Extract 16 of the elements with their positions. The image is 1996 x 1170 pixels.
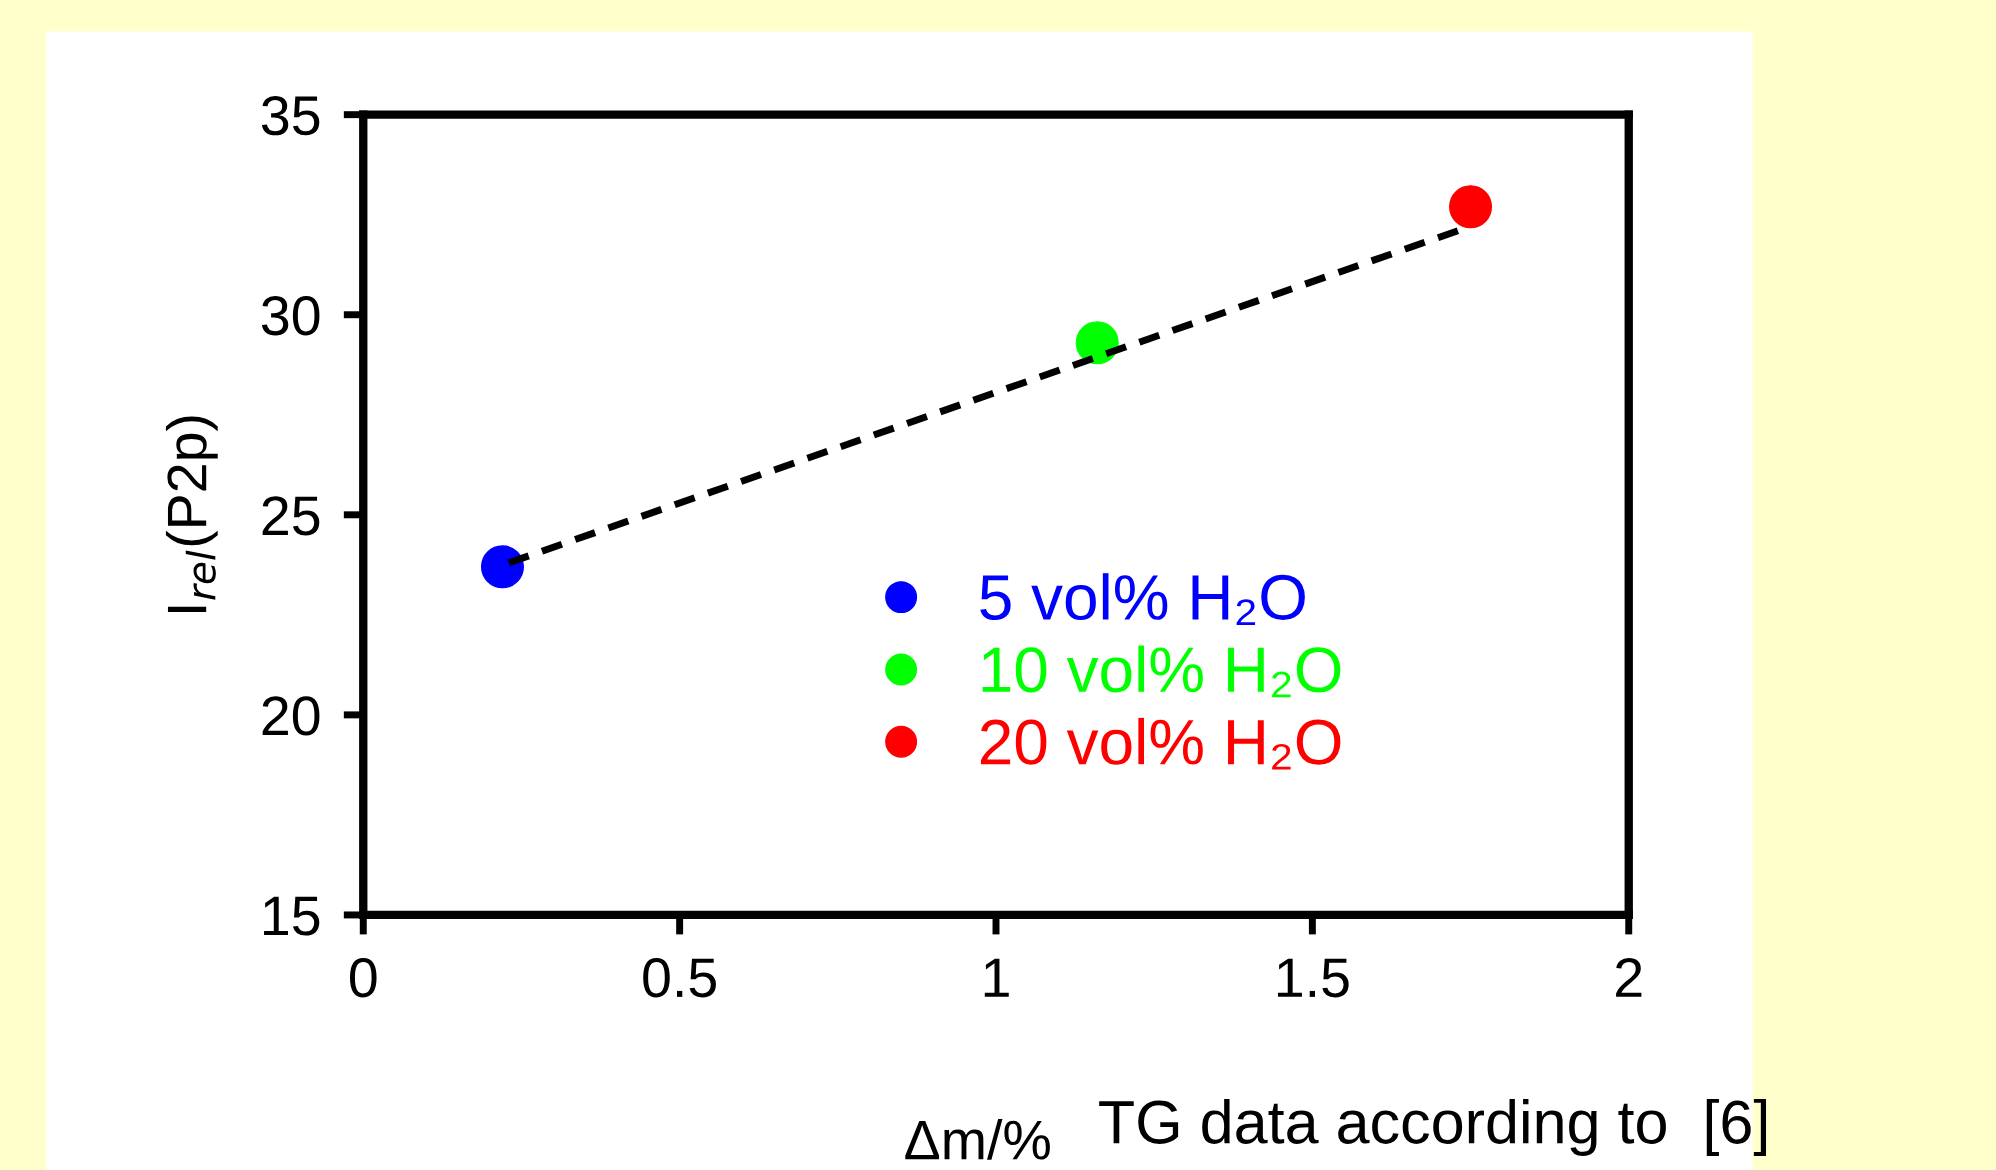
y-tick-label: 25 <box>262 496 320 536</box>
y-tick-label: 20 <box>262 696 320 736</box>
y-axis-title: I$_{rel}$(P2p) <box>165 416 218 612</box>
y-tick-label: 15 <box>264 896 320 936</box>
x-tick-label: 0 <box>350 958 377 998</box>
x-tick-label: 0.5 <box>643 958 716 998</box>
legend-label: 20 vol% H₂O <box>981 717 1341 770</box>
legend-label: 5 vol% H₂O <box>980 573 1305 625</box>
y-tick-label: 30 <box>261 296 320 336</box>
x-tick-label: 1.5 <box>1277 958 1349 998</box>
x-tick-label: 1 <box>984 958 1009 997</box>
text: TG data according to [6] <box>1099 1098 1767 1156</box>
x-axis-title: Δm/% <box>905 1119 1050 1160</box>
x-tick-label: 2 <box>1616 958 1642 997</box>
legend-label: 10 vol% H₂O <box>982 645 1341 698</box>
y-tick-label: 35 <box>261 96 320 136</box>
